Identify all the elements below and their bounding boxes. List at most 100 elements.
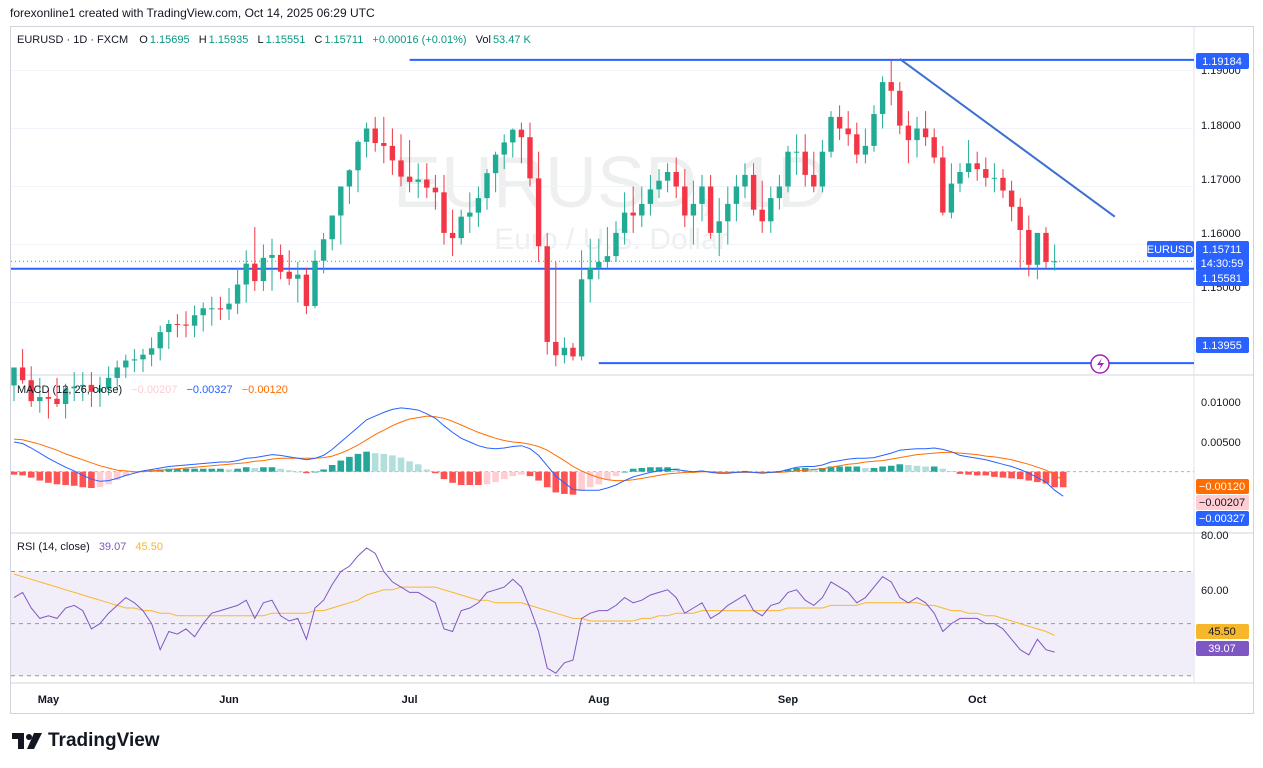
macd-histogram-bar (518, 471, 525, 475)
candle-body (957, 172, 963, 184)
candle-body (535, 178, 542, 247)
candle-body (19, 367, 26, 381)
candle-body (398, 160, 404, 177)
tradingview-logo[interactable]: TradingView (12, 730, 160, 752)
macd-histogram-bar (586, 471, 594, 488)
candle-body (1051, 261, 1058, 263)
macd-histogram-bar (1008, 471, 1015, 479)
macd-histogram-bar (260, 467, 267, 472)
macd-histogram-bar (320, 469, 327, 472)
time-axis-label: May (38, 694, 60, 706)
macd-histogram-bar (19, 471, 26, 476)
candle-body (1043, 232, 1049, 262)
candle-body (1017, 206, 1023, 230)
legend-change: +0.00016 (+0.01%) (372, 34, 466, 46)
candle-body (587, 267, 593, 280)
macd-histogram-bar (311, 471, 319, 473)
candle-body (123, 360, 129, 368)
legend-high-label: H (199, 34, 207, 46)
candle-body (690, 203, 697, 216)
candle-body (974, 163, 980, 170)
candle-body (372, 128, 378, 143)
candle-body (905, 125, 912, 141)
macd-histogram-bar (492, 471, 499, 483)
macd-tick: 0.00500 (1201, 437, 1241, 449)
macd-histogram-bar (36, 471, 44, 481)
lightning-icon[interactable] (1090, 354, 1110, 374)
candle-body (381, 143, 387, 146)
chart-svg[interactable]: EURUSD, 1D Euro / U.S. Dollar 1.19000 1.… (10, 27, 1253, 713)
candle-body (355, 141, 361, 171)
macd-histogram-bar (10, 471, 18, 475)
macd-histogram-bar (629, 468, 637, 472)
macd-histogram-bar (217, 468, 224, 472)
macd-histogram-bar (922, 466, 929, 472)
macd-histogram-bar (45, 471, 52, 483)
candle-body (389, 145, 396, 161)
macd-histogram-bar (105, 471, 112, 485)
candle-body (243, 263, 249, 285)
macd-histogram-bar (810, 468, 818, 472)
macd-histogram-bar (913, 465, 921, 472)
rsi-ma-line (13, 573, 1055, 636)
last-price-bg (1196, 241, 1249, 271)
candle-body (363, 128, 370, 142)
candle-body (277, 254, 284, 272)
legend-vol-label: Vol (476, 34, 491, 46)
macd-histogram-bar (380, 453, 388, 472)
candle-body (570, 347, 576, 357)
macd-histogram-bar (475, 471, 482, 486)
candle-body (871, 114, 877, 146)
rsi-line (13, 547, 1055, 674)
chart-frame: EURUSD, 1D Euro / U.S. Dollar 1.19000 1.… (10, 26, 1254, 714)
candle-body (742, 174, 748, 187)
legend-high: 1.15935 (209, 34, 249, 46)
candle-body (62, 388, 69, 404)
macd-histogram-bar (853, 466, 861, 472)
macd-histogram-bar (449, 471, 456, 483)
candle-body (37, 397, 43, 402)
macd-histogram-bar (363, 451, 370, 472)
candle-body (553, 341, 559, 356)
time-axis-label: Oct (968, 694, 987, 706)
countdown-label: 14:30:59 (1201, 258, 1244, 270)
macd-histogram-bar (569, 471, 577, 495)
candle-body (346, 170, 353, 187)
macd-histogram-bar (887, 465, 895, 472)
macd-line-label: −0.00327 (1199, 513, 1245, 525)
legend-close-label: C (314, 34, 322, 46)
macd-histogram-bar (896, 464, 904, 472)
candle-body (647, 189, 654, 204)
macd-layer (10, 407, 1194, 497)
legend-vol: 53.47 K (493, 34, 532, 46)
macd-histogram-bar (784, 469, 792, 472)
macd-histogram-bar (174, 468, 181, 472)
candle-body (209, 308, 215, 310)
macd-histogram-bar (844, 466, 852, 472)
macd-line (13, 407, 1064, 497)
macd-histogram-bar (303, 471, 310, 474)
macd-histogram-bar (982, 471, 990, 476)
rsi-legend-value: 39.07 (99, 541, 127, 553)
macd-histogram-bar (199, 468, 207, 472)
macd-histogram-bar (131, 471, 138, 474)
candle-body (544, 246, 550, 342)
candle-body (922, 128, 929, 138)
macd-histogram-bar (294, 471, 302, 473)
watermark-symbol: EURUSD, 1D (393, 143, 829, 223)
resistance-label: 1.19184 (1202, 56, 1242, 68)
candle-body (768, 198, 774, 222)
price-tick: 1.17000 (1201, 174, 1241, 186)
candle-body (793, 151, 800, 153)
macd-histogram-bar (70, 471, 78, 486)
price-tick: 1.16000 (1201, 228, 1241, 240)
rsi-layer (11, 547, 1194, 677)
macd-histogram-bar (621, 471, 628, 473)
candle-body (510, 129, 516, 143)
macd-histogram-bar (604, 471, 611, 480)
macd-histogram-bar (1042, 471, 1050, 484)
time-axis-label: Sep (778, 694, 798, 706)
macd-histogram-bar (328, 465, 336, 472)
candle-body (811, 174, 817, 187)
candle-body (415, 179, 421, 182)
